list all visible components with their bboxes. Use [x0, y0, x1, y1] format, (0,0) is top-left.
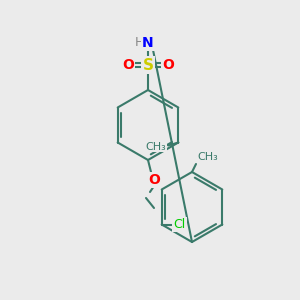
Text: CH₃: CH₃ — [146, 142, 166, 152]
Text: O: O — [162, 58, 174, 72]
Text: CH₃: CH₃ — [197, 152, 218, 162]
Text: S: S — [142, 58, 154, 73]
Text: Cl: Cl — [174, 218, 186, 231]
Text: N: N — [142, 36, 154, 50]
Text: O: O — [122, 58, 134, 72]
Text: H: H — [135, 37, 144, 50]
Text: O: O — [148, 173, 160, 187]
